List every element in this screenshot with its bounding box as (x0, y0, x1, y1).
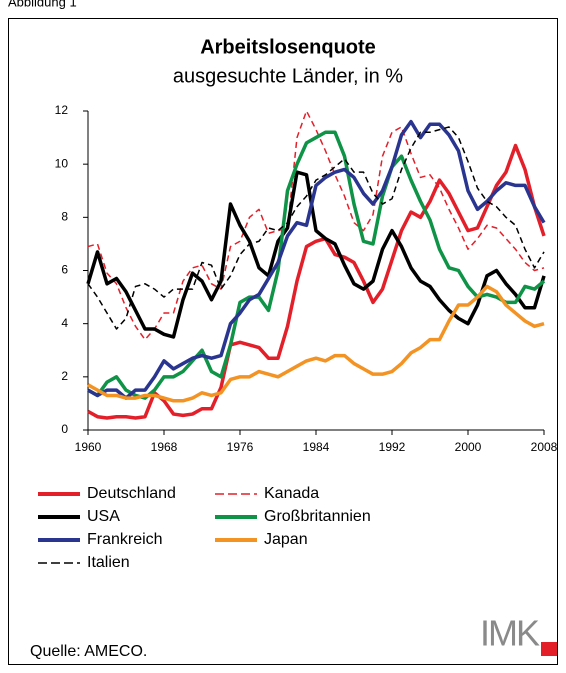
y-tick-label: 0 (61, 422, 68, 436)
series-line (87, 284, 545, 403)
series-line (87, 130, 546, 400)
legend-label: Deutschland (87, 485, 176, 502)
series-line (87, 119, 546, 400)
y-tick-label: 8 (61, 210, 68, 224)
x-tick-label: 2008 (531, 440, 558, 454)
logo: IMK (480, 613, 557, 656)
legend-label: Kanada (264, 485, 319, 502)
series-line (87, 143, 546, 420)
series-line (86, 170, 546, 339)
legend-label: Japan (264, 531, 308, 548)
x-tick-label: 1968 (151, 440, 178, 454)
x-tick-label: 1960 (75, 440, 102, 454)
y-tick-label: 4 (61, 316, 68, 330)
x-tick-label: 1976 (227, 440, 254, 454)
source: Quelle: AMECO. (30, 643, 147, 660)
y-tick-label: 10 (55, 156, 69, 170)
series-line (87, 110, 545, 341)
legend-label: Frankreich (87, 531, 163, 548)
chart-subtitle: ausgesuchte Länder, in % (173, 65, 403, 87)
series-line (87, 126, 545, 330)
y-tick-label: 12 (55, 103, 69, 117)
chart-title: Arbeitslosenquote (200, 36, 376, 58)
x-tick-label: 2000 (455, 440, 482, 454)
frame (8, 18, 558, 665)
figure-label: Abbildung 1 (8, 0, 77, 9)
legend-label: USA (87, 508, 120, 525)
logo-text: IMK (480, 613, 540, 654)
legend-label: Großbritannien (264, 508, 371, 525)
logo-square (541, 642, 557, 656)
x-tick-label: 1984 (303, 440, 330, 454)
x-tick-label: 1992 (379, 440, 406, 454)
legend-label: Italien (87, 554, 130, 571)
y-tick-label: 6 (61, 263, 68, 277)
y-tick-label: 2 (61, 369, 68, 383)
